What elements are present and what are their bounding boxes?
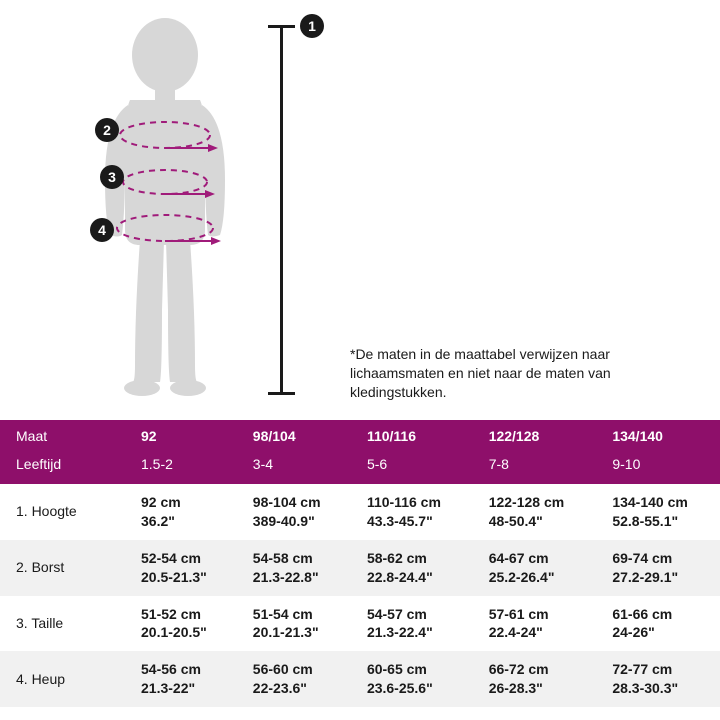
measurement-cell: 52-54 cm20.5-21.3" [125,540,237,596]
marker-1-height: 1 [300,14,324,38]
measurement-cell: 51-52 cm20.1-20.5" [125,596,237,652]
table-row: 4. Heup54-56 cm21.3-22"56-60 cm22-23.6"6… [0,651,720,707]
table-row: 2. Borst52-54 cm20.5-21.3"54-58 cm21.3-2… [0,540,720,596]
marker-2-chest: 2 [95,118,119,142]
measurement-note: *De maten in de maattabel verwijzen naar… [350,345,670,402]
header-size-1: 98/104 [237,420,351,452]
measurement-cell: 54-58 cm21.3-22.8" [237,540,351,596]
measurement-cell: 98-104 cm389-40.9" [237,484,351,540]
measurement-cell: 92 cm36.2" [125,484,237,540]
measurement-cell: 72-77 cm28.3-30.3" [596,651,720,707]
header-age-4: 9-10 [596,452,720,484]
size-chart-body: 1. Hoogte92 cm36.2"98-104 cm389-40.9"110… [0,484,720,707]
row-label: 1. Hoogte [0,484,125,540]
measurement-diagram: 1 2 3 4 *De maten in de maattabel verwij… [0,0,720,420]
height-indicator-bar [280,25,283,395]
row-label: 2. Borst [0,540,125,596]
measurement-cell: 61-66 cm24-26" [596,596,720,652]
marker-4-hip: 4 [90,218,114,242]
size-chart-header: Maat 92 98/104 110/116 122/128 134/140 L… [0,420,720,484]
measurement-cell: 60-65 cm23.6-25.6" [351,651,473,707]
header-age-label: Leeftijd [0,452,125,484]
header-size-2: 110/116 [351,420,473,452]
measurement-cell: 54-57 cm21.3-22.4" [351,596,473,652]
header-size-0: 92 [125,420,237,452]
header-age-1: 3-4 [237,452,351,484]
child-silhouette [70,10,250,400]
measurement-cell: 69-74 cm27.2-29.1" [596,540,720,596]
header-size-3: 122/128 [473,420,597,452]
row-label: 3. Taille [0,596,125,652]
row-label: 4. Heup [0,651,125,707]
header-size-label: Maat [0,420,125,452]
measurement-cell: 57-61 cm22.4-24" [473,596,597,652]
header-age-3: 7-8 [473,452,597,484]
measurement-cell: 122-128 cm48-50.4" [473,484,597,540]
header-age-0: 1.5-2 [125,452,237,484]
measurement-cell: 110-116 cm43.3-45.7" [351,484,473,540]
measurement-cell: 66-72 cm26-28.3" [473,651,597,707]
table-row: 3. Taille51-52 cm20.1-20.5"51-54 cm20.1-… [0,596,720,652]
size-chart-table: Maat 92 98/104 110/116 122/128 134/140 L… [0,420,720,707]
marker-3-waist: 3 [100,165,124,189]
measurement-cell: 56-60 cm22-23.6" [237,651,351,707]
header-size-4: 134/140 [596,420,720,452]
measurement-cell: 54-56 cm21.3-22" [125,651,237,707]
measurement-cell: 58-62 cm22.8-24.4" [351,540,473,596]
measurement-cell: 51-54 cm20.1-21.3" [237,596,351,652]
measurement-cell: 64-67 cm25.2-26.4" [473,540,597,596]
table-row: 1. Hoogte92 cm36.2"98-104 cm389-40.9"110… [0,484,720,540]
header-age-2: 5-6 [351,452,473,484]
measurement-cell: 134-140 cm52.8-55.1" [596,484,720,540]
